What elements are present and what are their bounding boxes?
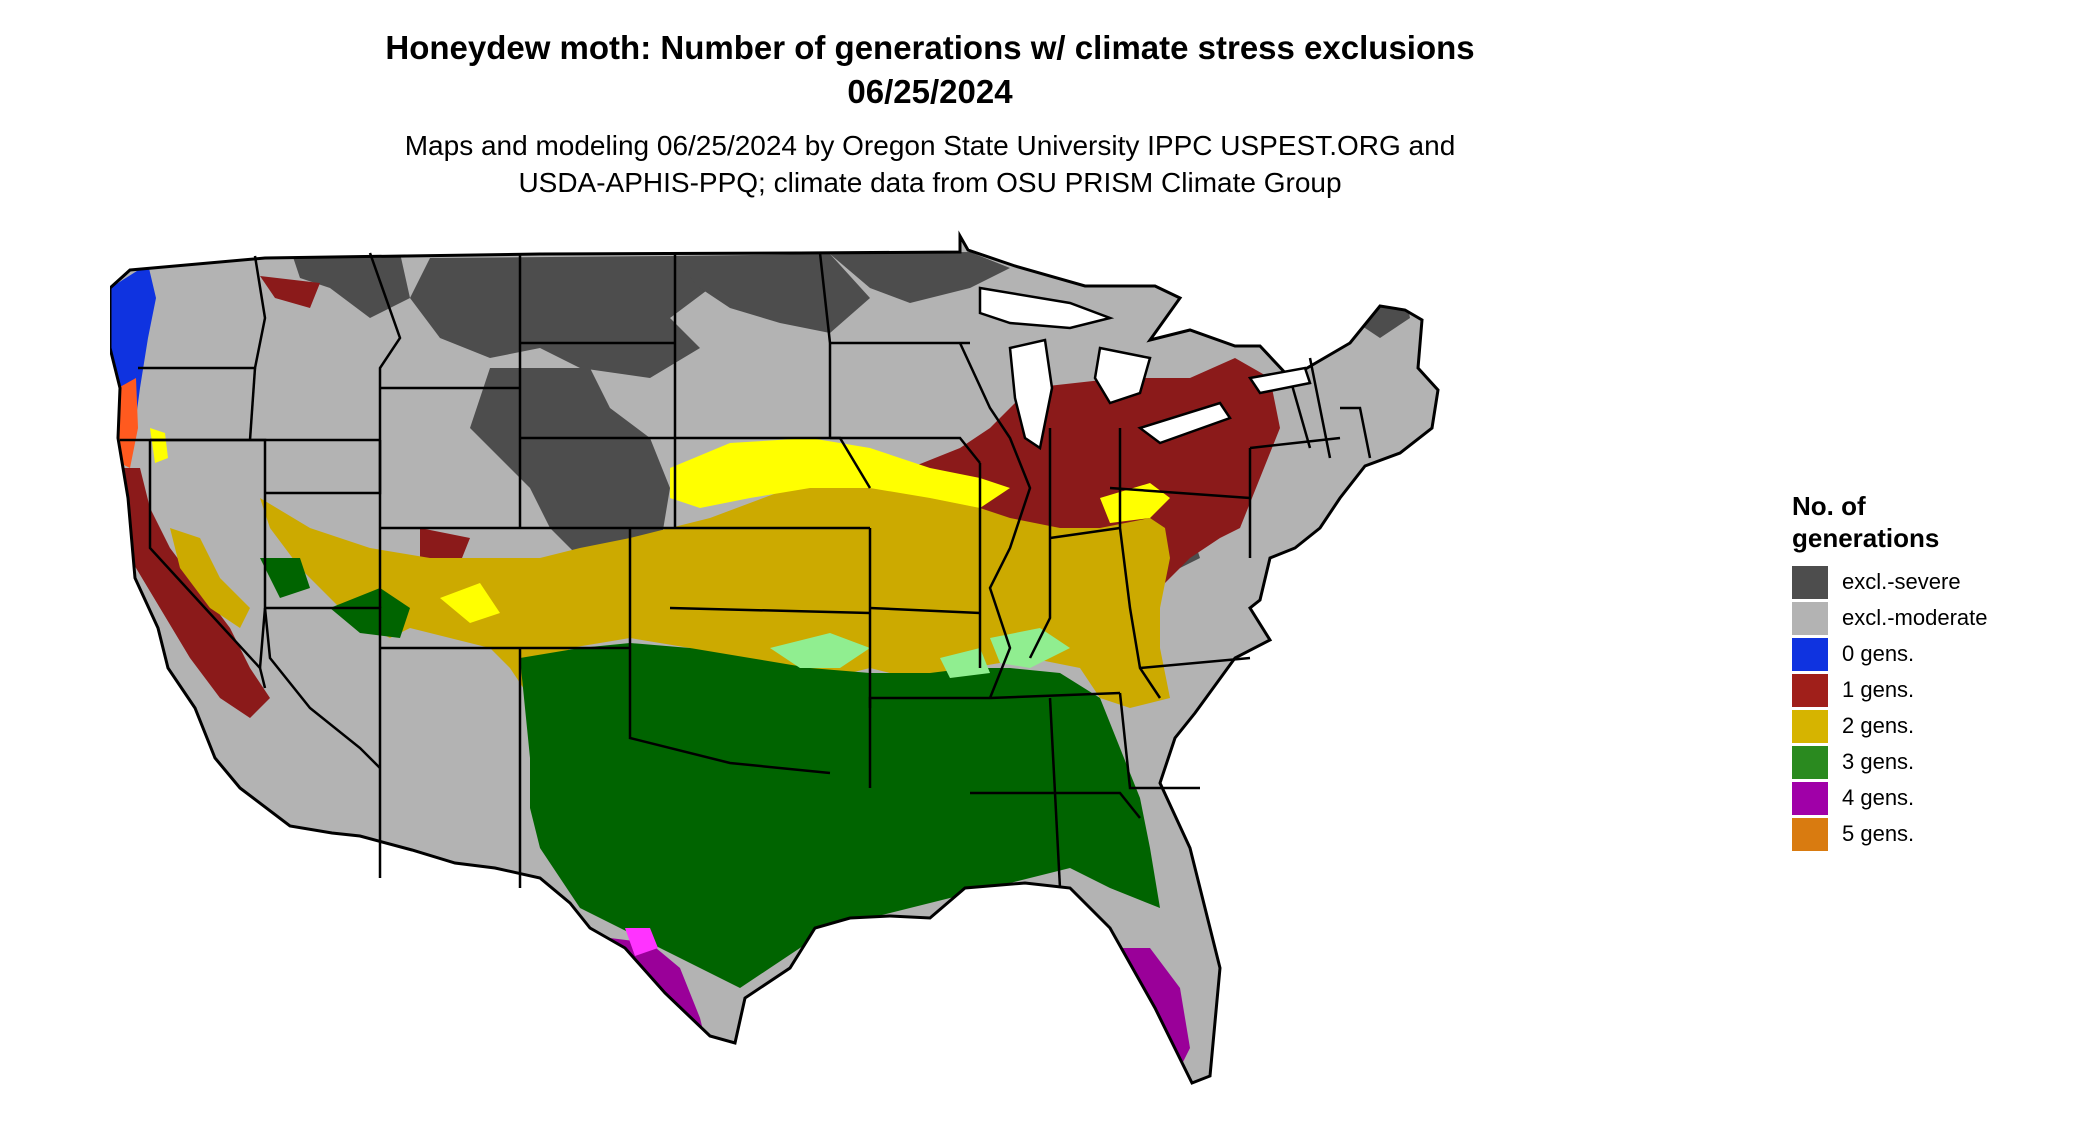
legend-item: 4 gens. [1792, 780, 2082, 816]
us-generations-map [110, 230, 1440, 1085]
map-credit-line-2: USDA-APHIS-PPQ; climate data from OSU PR… [518, 167, 1342, 198]
legend-label: 1 gens. [1842, 677, 1915, 702]
legend-items: excl.-severe excl.-moderate 0 gens. 1 gens.… [1792, 564, 2082, 852]
map-credit-line-1: Maps and modeling 06/25/2024 by Oregon S… [404, 130, 1456, 161]
legend: No. of generations excl.-severe excl.-mod… [1792, 490, 2082, 852]
legend-item: 5 gens. [1792, 816, 2082, 852]
legend-label: 3 gens. [1842, 749, 1915, 774]
legend-swatch [1792, 781, 1828, 815]
legend-title-line-1: No. of [1792, 491, 1866, 521]
legend-swatch [1792, 817, 1828, 851]
legend-item: 1 gens. [1792, 672, 2082, 708]
legend-title-line-2: generations [1792, 523, 1940, 553]
legend-title: No. of generations [1792, 490, 2082, 554]
legend-swatch [1792, 745, 1828, 779]
legend-label: 4 gens. [1842, 785, 1915, 810]
map-title: Honeydew moth: Number of generations w/ … [385, 29, 1475, 66]
legend-item: excl.-moderate [1792, 600, 2082, 636]
legend-label: 5 gens. [1842, 821, 1915, 846]
legend-label: excl.-severe [1842, 569, 1961, 594]
legend-item: 2 gens. [1792, 708, 2082, 744]
legend-label: 0 gens. [1842, 641, 1915, 666]
map-date: 06/25/2024 [847, 73, 1013, 110]
legend-label: excl.-moderate [1842, 605, 1988, 630]
legend-item: excl.-severe [1792, 564, 2082, 600]
legend-item: 3 gens. [1792, 744, 2082, 780]
legend-item: 0 gens. [1792, 636, 2082, 672]
legend-swatch [1792, 673, 1828, 707]
legend-swatch [1792, 637, 1828, 671]
legend-swatch [1792, 565, 1828, 599]
legend-swatch [1792, 601, 1828, 635]
legend-label: 2 gens. [1842, 713, 1915, 738]
legend-swatch [1792, 709, 1828, 743]
